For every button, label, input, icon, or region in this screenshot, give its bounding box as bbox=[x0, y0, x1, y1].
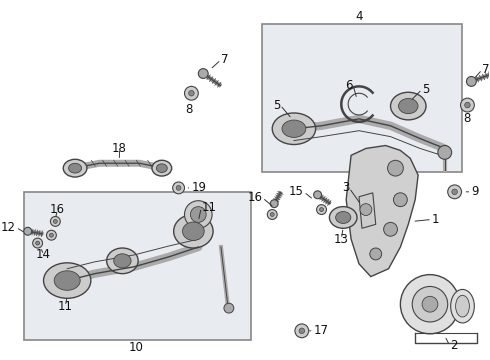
Circle shape bbox=[49, 233, 53, 237]
Circle shape bbox=[224, 303, 234, 313]
Circle shape bbox=[438, 145, 452, 159]
Circle shape bbox=[270, 212, 274, 216]
Text: 19: 19 bbox=[192, 181, 206, 194]
Ellipse shape bbox=[107, 248, 138, 274]
Text: 7: 7 bbox=[221, 53, 228, 66]
Circle shape bbox=[452, 189, 457, 195]
Text: 17: 17 bbox=[314, 324, 329, 337]
Circle shape bbox=[400, 275, 460, 334]
Text: 11: 11 bbox=[58, 300, 73, 313]
Circle shape bbox=[270, 200, 278, 208]
Circle shape bbox=[319, 208, 323, 212]
Circle shape bbox=[185, 201, 212, 228]
Ellipse shape bbox=[398, 99, 418, 114]
Circle shape bbox=[299, 328, 305, 334]
Circle shape bbox=[176, 185, 181, 190]
Circle shape bbox=[360, 204, 372, 216]
Circle shape bbox=[422, 296, 438, 312]
Ellipse shape bbox=[391, 92, 426, 120]
Circle shape bbox=[384, 222, 397, 236]
Ellipse shape bbox=[336, 211, 351, 224]
Text: 9: 9 bbox=[471, 185, 479, 198]
Circle shape bbox=[185, 86, 198, 100]
Text: 15: 15 bbox=[289, 185, 304, 198]
Ellipse shape bbox=[114, 254, 131, 268]
Circle shape bbox=[461, 98, 474, 112]
Circle shape bbox=[448, 185, 462, 199]
Text: 5: 5 bbox=[422, 83, 429, 96]
Circle shape bbox=[388, 160, 403, 176]
Circle shape bbox=[189, 90, 194, 96]
Text: 8: 8 bbox=[464, 112, 471, 125]
Circle shape bbox=[50, 216, 60, 226]
Ellipse shape bbox=[69, 163, 82, 173]
Text: 14: 14 bbox=[36, 248, 51, 261]
Circle shape bbox=[317, 204, 326, 215]
Circle shape bbox=[466, 76, 476, 86]
Ellipse shape bbox=[63, 159, 87, 177]
Circle shape bbox=[36, 241, 40, 245]
Polygon shape bbox=[346, 145, 418, 276]
Circle shape bbox=[268, 210, 277, 220]
Circle shape bbox=[47, 230, 56, 240]
Text: 4: 4 bbox=[355, 10, 363, 23]
Text: 10: 10 bbox=[129, 341, 144, 354]
Circle shape bbox=[53, 220, 57, 223]
Text: 8: 8 bbox=[186, 103, 193, 116]
Circle shape bbox=[314, 191, 321, 199]
Circle shape bbox=[172, 182, 185, 194]
Circle shape bbox=[198, 69, 208, 78]
Text: 1: 1 bbox=[432, 213, 440, 226]
Circle shape bbox=[412, 287, 448, 322]
Text: 16: 16 bbox=[247, 191, 262, 204]
Circle shape bbox=[393, 193, 407, 207]
Text: 5: 5 bbox=[273, 99, 280, 112]
Text: 13: 13 bbox=[334, 233, 349, 246]
FancyBboxPatch shape bbox=[24, 192, 250, 340]
Ellipse shape bbox=[152, 160, 172, 176]
Text: 3: 3 bbox=[342, 181, 349, 194]
Ellipse shape bbox=[456, 295, 469, 317]
Circle shape bbox=[295, 324, 309, 338]
FancyBboxPatch shape bbox=[262, 24, 462, 172]
Text: 6: 6 bbox=[345, 79, 353, 92]
Ellipse shape bbox=[173, 215, 213, 248]
Ellipse shape bbox=[54, 271, 80, 290]
Ellipse shape bbox=[183, 222, 204, 240]
Circle shape bbox=[33, 238, 43, 248]
Text: 12: 12 bbox=[1, 221, 16, 234]
Circle shape bbox=[191, 207, 206, 222]
Ellipse shape bbox=[282, 120, 306, 138]
Text: 2: 2 bbox=[450, 339, 457, 352]
Text: 16: 16 bbox=[50, 203, 65, 216]
Text: 11: 11 bbox=[201, 201, 216, 214]
Ellipse shape bbox=[272, 113, 316, 144]
Ellipse shape bbox=[329, 207, 357, 228]
Ellipse shape bbox=[451, 289, 474, 323]
Circle shape bbox=[465, 102, 470, 108]
Text: 18: 18 bbox=[112, 142, 127, 155]
Circle shape bbox=[370, 248, 382, 260]
Ellipse shape bbox=[44, 263, 91, 298]
Polygon shape bbox=[359, 193, 376, 228]
Circle shape bbox=[24, 227, 32, 235]
Ellipse shape bbox=[156, 164, 167, 172]
Text: 7: 7 bbox=[482, 63, 490, 76]
